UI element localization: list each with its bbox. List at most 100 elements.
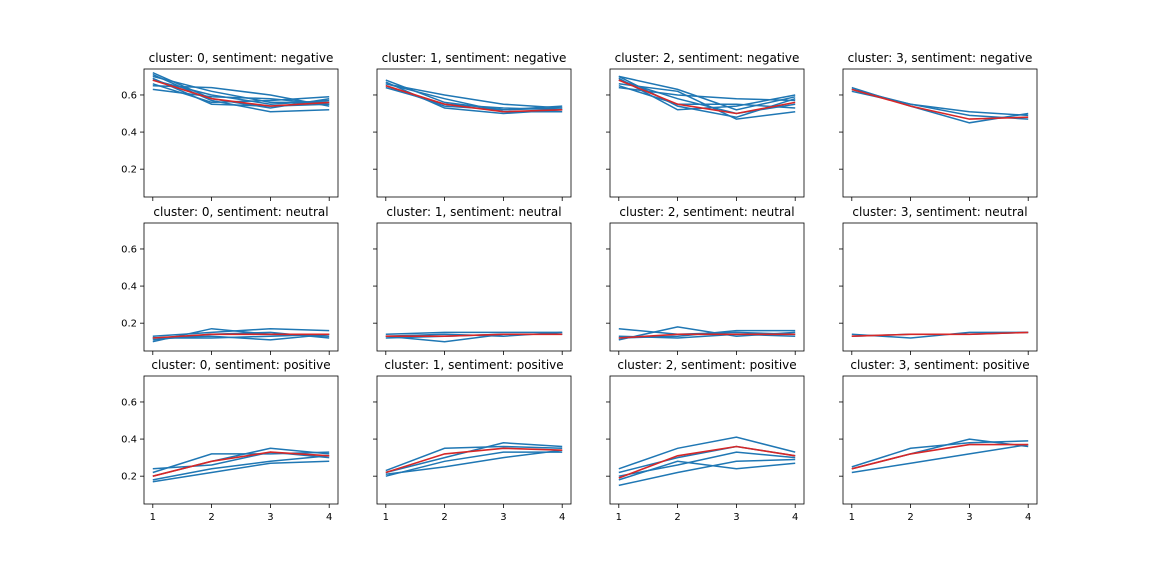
series-line	[385, 442, 563, 474]
mean-line	[152, 333, 330, 339]
x-tick-label: 3	[267, 512, 273, 523]
y-tick-label: 0.2	[121, 319, 137, 330]
mean-line	[152, 79, 330, 107]
series-line	[618, 77, 796, 111]
mean-line	[385, 447, 563, 474]
mean-line	[618, 445, 796, 479]
subplot: cluster: 1, sentiment: negative	[373, 51, 572, 201]
y-tick-label: 0.4	[121, 282, 137, 293]
series-line	[152, 455, 330, 481]
series-line	[851, 331, 1029, 339]
series-line	[152, 451, 330, 470]
series-line	[618, 436, 796, 470]
y-tick-label: 0.6	[121, 90, 137, 101]
subplot: cluster: 3, sentiment: neutral	[839, 205, 1038, 355]
subplot: cluster: 0, sentiment: negative 0.2 0.4 0.6	[121, 51, 339, 201]
subplot: cluster: 3, sentiment: negative	[839, 51, 1038, 201]
series-line	[152, 327, 330, 337]
plot-frame	[609, 68, 805, 198]
series-line	[851, 443, 1029, 474]
x-tick-label: 1	[849, 512, 855, 523]
series-line	[385, 445, 563, 472]
x-tick-label: 2	[907, 512, 913, 523]
series-line	[851, 440, 1029, 468]
series-line	[618, 84, 796, 109]
series-line	[618, 333, 796, 339]
series-line	[618, 79, 796, 115]
series-line	[851, 438, 1029, 470]
series-line	[152, 451, 330, 474]
y-tick-label: 0.4	[121, 128, 137, 139]
subplot: cluster: 1, sentiment: neutral	[373, 205, 572, 355]
series-line	[385, 86, 563, 111]
plot-frame	[376, 222, 572, 352]
plot-frame	[842, 375, 1038, 505]
mean-line	[851, 88, 1029, 120]
y-tick-label: 0.4	[121, 435, 137, 446]
x-tick-label: 4	[326, 512, 332, 523]
series-line	[152, 72, 330, 109]
mean-line	[851, 331, 1029, 337]
x-tick-label: 1	[150, 512, 156, 523]
x-tick-label: 4	[1025, 512, 1031, 523]
subplot-title: cluster: 1, sentiment: positive	[384, 358, 563, 372]
plot-frame	[609, 375, 805, 505]
plot-frame	[609, 222, 805, 352]
mean-line	[618, 333, 796, 339]
y-tick-label: 0.2	[121, 165, 137, 176]
series-line	[385, 83, 563, 113]
x-tick-label: 2	[674, 512, 680, 523]
subplot-title: cluster: 2, sentiment: positive	[617, 358, 796, 372]
subplot-title: cluster: 1, sentiment: negative	[382, 51, 567, 65]
subplot-title: cluster: 3, sentiment: positive	[850, 358, 1029, 372]
subplot-title: cluster: 1, sentiment: neutral	[386, 205, 561, 219]
subplot: cluster: 1, sentiment: positive 1 2 3 4	[373, 358, 572, 523]
plot-frame	[842, 222, 1038, 352]
x-tick-label: 1	[383, 512, 389, 523]
series-line	[152, 84, 330, 107]
x-tick-label: 2	[208, 512, 214, 523]
subplot: cluster: 0, sentiment: neutral 0.2 0.4 0.6	[121, 205, 339, 355]
subplot: cluster: 0, sentiment: positive 0.2 0.4 0.6…	[121, 358, 339, 523]
series-line	[152, 88, 330, 105]
subplot-title: cluster: 0, sentiment: positive	[151, 358, 330, 372]
plot-frame	[143, 222, 339, 352]
series-line	[385, 83, 563, 109]
plot-frame	[376, 68, 572, 198]
subplot: cluster: 2, sentiment: positive 1 2 3 4	[606, 358, 805, 523]
series-line	[152, 79, 330, 105]
subplot-title: cluster: 2, sentiment: negative	[615, 51, 800, 65]
series-line	[618, 83, 796, 120]
subplot: cluster: 2, sentiment: negative	[606, 51, 805, 201]
series-line	[385, 331, 563, 336]
y-tick-label: 0.2	[121, 472, 137, 483]
series-line	[152, 460, 330, 483]
mean-line	[851, 443, 1029, 470]
subplot-title: cluster: 3, sentiment: negative	[848, 51, 1033, 65]
series-line	[618, 458, 796, 487]
plot-frame	[842, 68, 1038, 198]
mean-line	[618, 79, 796, 115]
x-tick-label: 4	[792, 512, 798, 523]
x-tick-label: 3	[500, 512, 506, 523]
subplot-title: cluster: 0, sentiment: neutral	[153, 205, 328, 219]
subplot: cluster: 2, sentiment: neutral	[606, 205, 805, 355]
plot-frame	[143, 375, 339, 505]
y-tick-label: 0.6	[121, 397, 137, 408]
series-line	[152, 333, 330, 339]
x-tick-label: 3	[966, 512, 972, 523]
plot-frame	[143, 68, 339, 198]
series-line	[385, 451, 563, 477]
mean-line	[385, 84, 563, 113]
subplot: cluster: 3, sentiment: positive 1 2 3 4	[839, 358, 1038, 523]
series-line	[618, 451, 796, 477]
x-tick-label: 4	[559, 512, 565, 523]
x-tick-label: 1	[616, 512, 622, 523]
series-line	[851, 88, 1029, 120]
y-tick-label: 0.6	[121, 244, 137, 255]
series-line	[152, 77, 330, 107]
plot-frame	[376, 375, 572, 505]
x-tick-label: 3	[733, 512, 739, 523]
series-line	[618, 75, 796, 111]
